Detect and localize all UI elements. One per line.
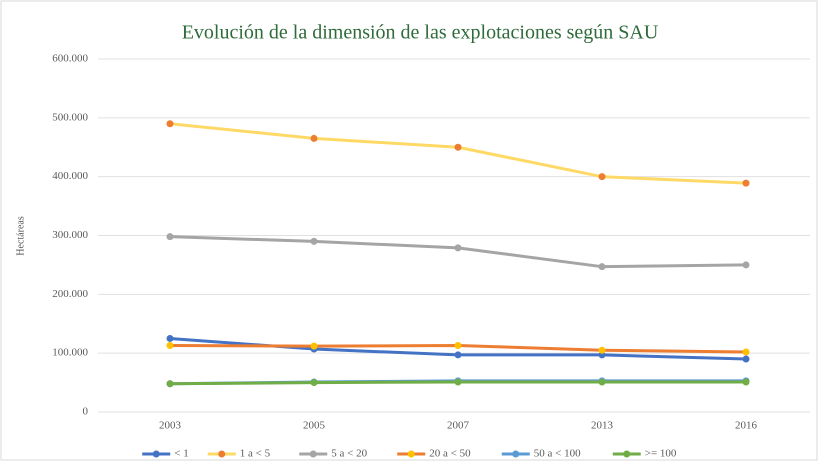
data-point: [310, 342, 318, 350]
legend-label: 50 a < 100: [534, 448, 581, 460]
data-point: [598, 378, 606, 386]
x-tick-label: 2016: [735, 420, 758, 432]
legend-label: 1 a < 5: [240, 448, 271, 460]
data-point: [742, 261, 750, 269]
data-point: [166, 233, 174, 241]
data-point: [310, 379, 318, 387]
legend-label: 20 a < 50: [429, 448, 471, 460]
x-tick-label: 2007: [447, 420, 470, 432]
data-point: [742, 355, 750, 363]
data-point: [454, 351, 462, 359]
legend-label: < 1: [174, 448, 188, 460]
legend-label: 5 a < 20: [331, 448, 367, 460]
y-tick-label: 600.000: [52, 53, 88, 65]
data-point: [166, 342, 174, 350]
data-point: [742, 348, 750, 356]
x-tick-label: 2005: [303, 420, 326, 432]
legend-marker: [218, 450, 226, 458]
data-point: [166, 334, 174, 342]
y-tick-label: 500.000: [52, 111, 88, 123]
legend-marker: [309, 450, 317, 458]
data-point: [742, 378, 750, 386]
data-point: [598, 173, 606, 181]
data-point: [742, 179, 750, 187]
legend-marker: [407, 450, 415, 458]
data-point: [166, 380, 174, 388]
legend-label: >= 100: [645, 448, 677, 460]
legend-marker: [152, 450, 160, 458]
y-tick-label: 0: [83, 406, 89, 418]
x-tick-label: 2013: [591, 420, 614, 432]
y-tick-label: 400.000: [52, 170, 88, 182]
data-point: [310, 237, 318, 245]
legend-marker: [623, 450, 631, 458]
data-point: [166, 120, 174, 128]
y-tick-label: 200.000: [52, 288, 88, 300]
data-point: [454, 143, 462, 151]
y-tick-label: 300.000: [52, 229, 88, 241]
y-axis-label: Hectáreas: [15, 216, 26, 256]
data-point: [454, 342, 462, 350]
legend-marker: [512, 450, 520, 458]
data-point: [598, 346, 606, 354]
data-point: [310, 134, 318, 142]
data-point: [454, 244, 462, 252]
y-tick-label: 100.000: [52, 347, 88, 359]
data-point: [598, 263, 606, 271]
x-tick-label: 2003: [159, 420, 182, 432]
data-point: [454, 378, 462, 386]
chart-title: Evolución de la dimensión de las explota…: [182, 22, 659, 44]
